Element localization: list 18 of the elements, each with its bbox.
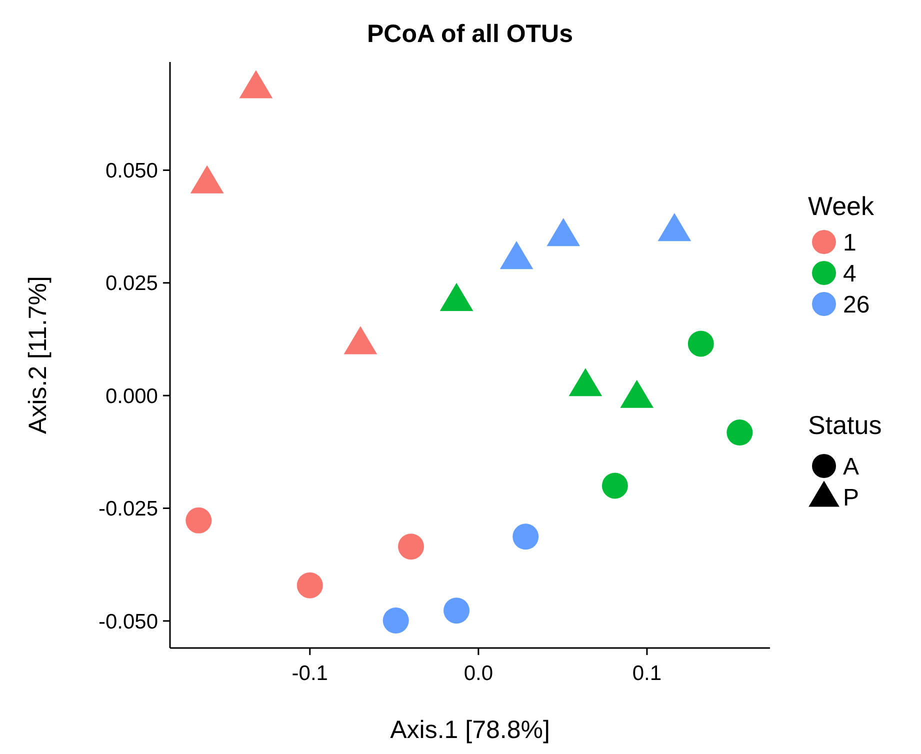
legend-label: 1 — [843, 229, 856, 256]
legend-label: 26 — [843, 291, 870, 318]
text: A — [843, 453, 860, 480]
chart-title: PCoA of all OTUs — [366, 20, 574, 48]
y-tick-label: -0.050 — [98, 610, 158, 634]
y-tick-label: 0.050 — [105, 160, 158, 183]
x-axis-title: Axis.1 [78.8%] — [390, 716, 550, 744]
y-tick-label: 0.025 — [105, 272, 158, 296]
legend-title: Week — [808, 191, 875, 221]
legend-label: 4 — [843, 260, 856, 288]
text: Status — [808, 410, 882, 440]
y-axis-title: Axis.2 [11.7%] — [24, 276, 52, 434]
x-tick-label: 0.0 — [464, 662, 494, 685]
text: P — [843, 484, 860, 512]
y-tick-label: 0.000 — [105, 384, 158, 408]
x-tick-label: 0.1 — [632, 662, 662, 685]
x-tick-label: -0.1 — [292, 662, 328, 685]
y-tick-label: -0.025 — [98, 498, 158, 521]
